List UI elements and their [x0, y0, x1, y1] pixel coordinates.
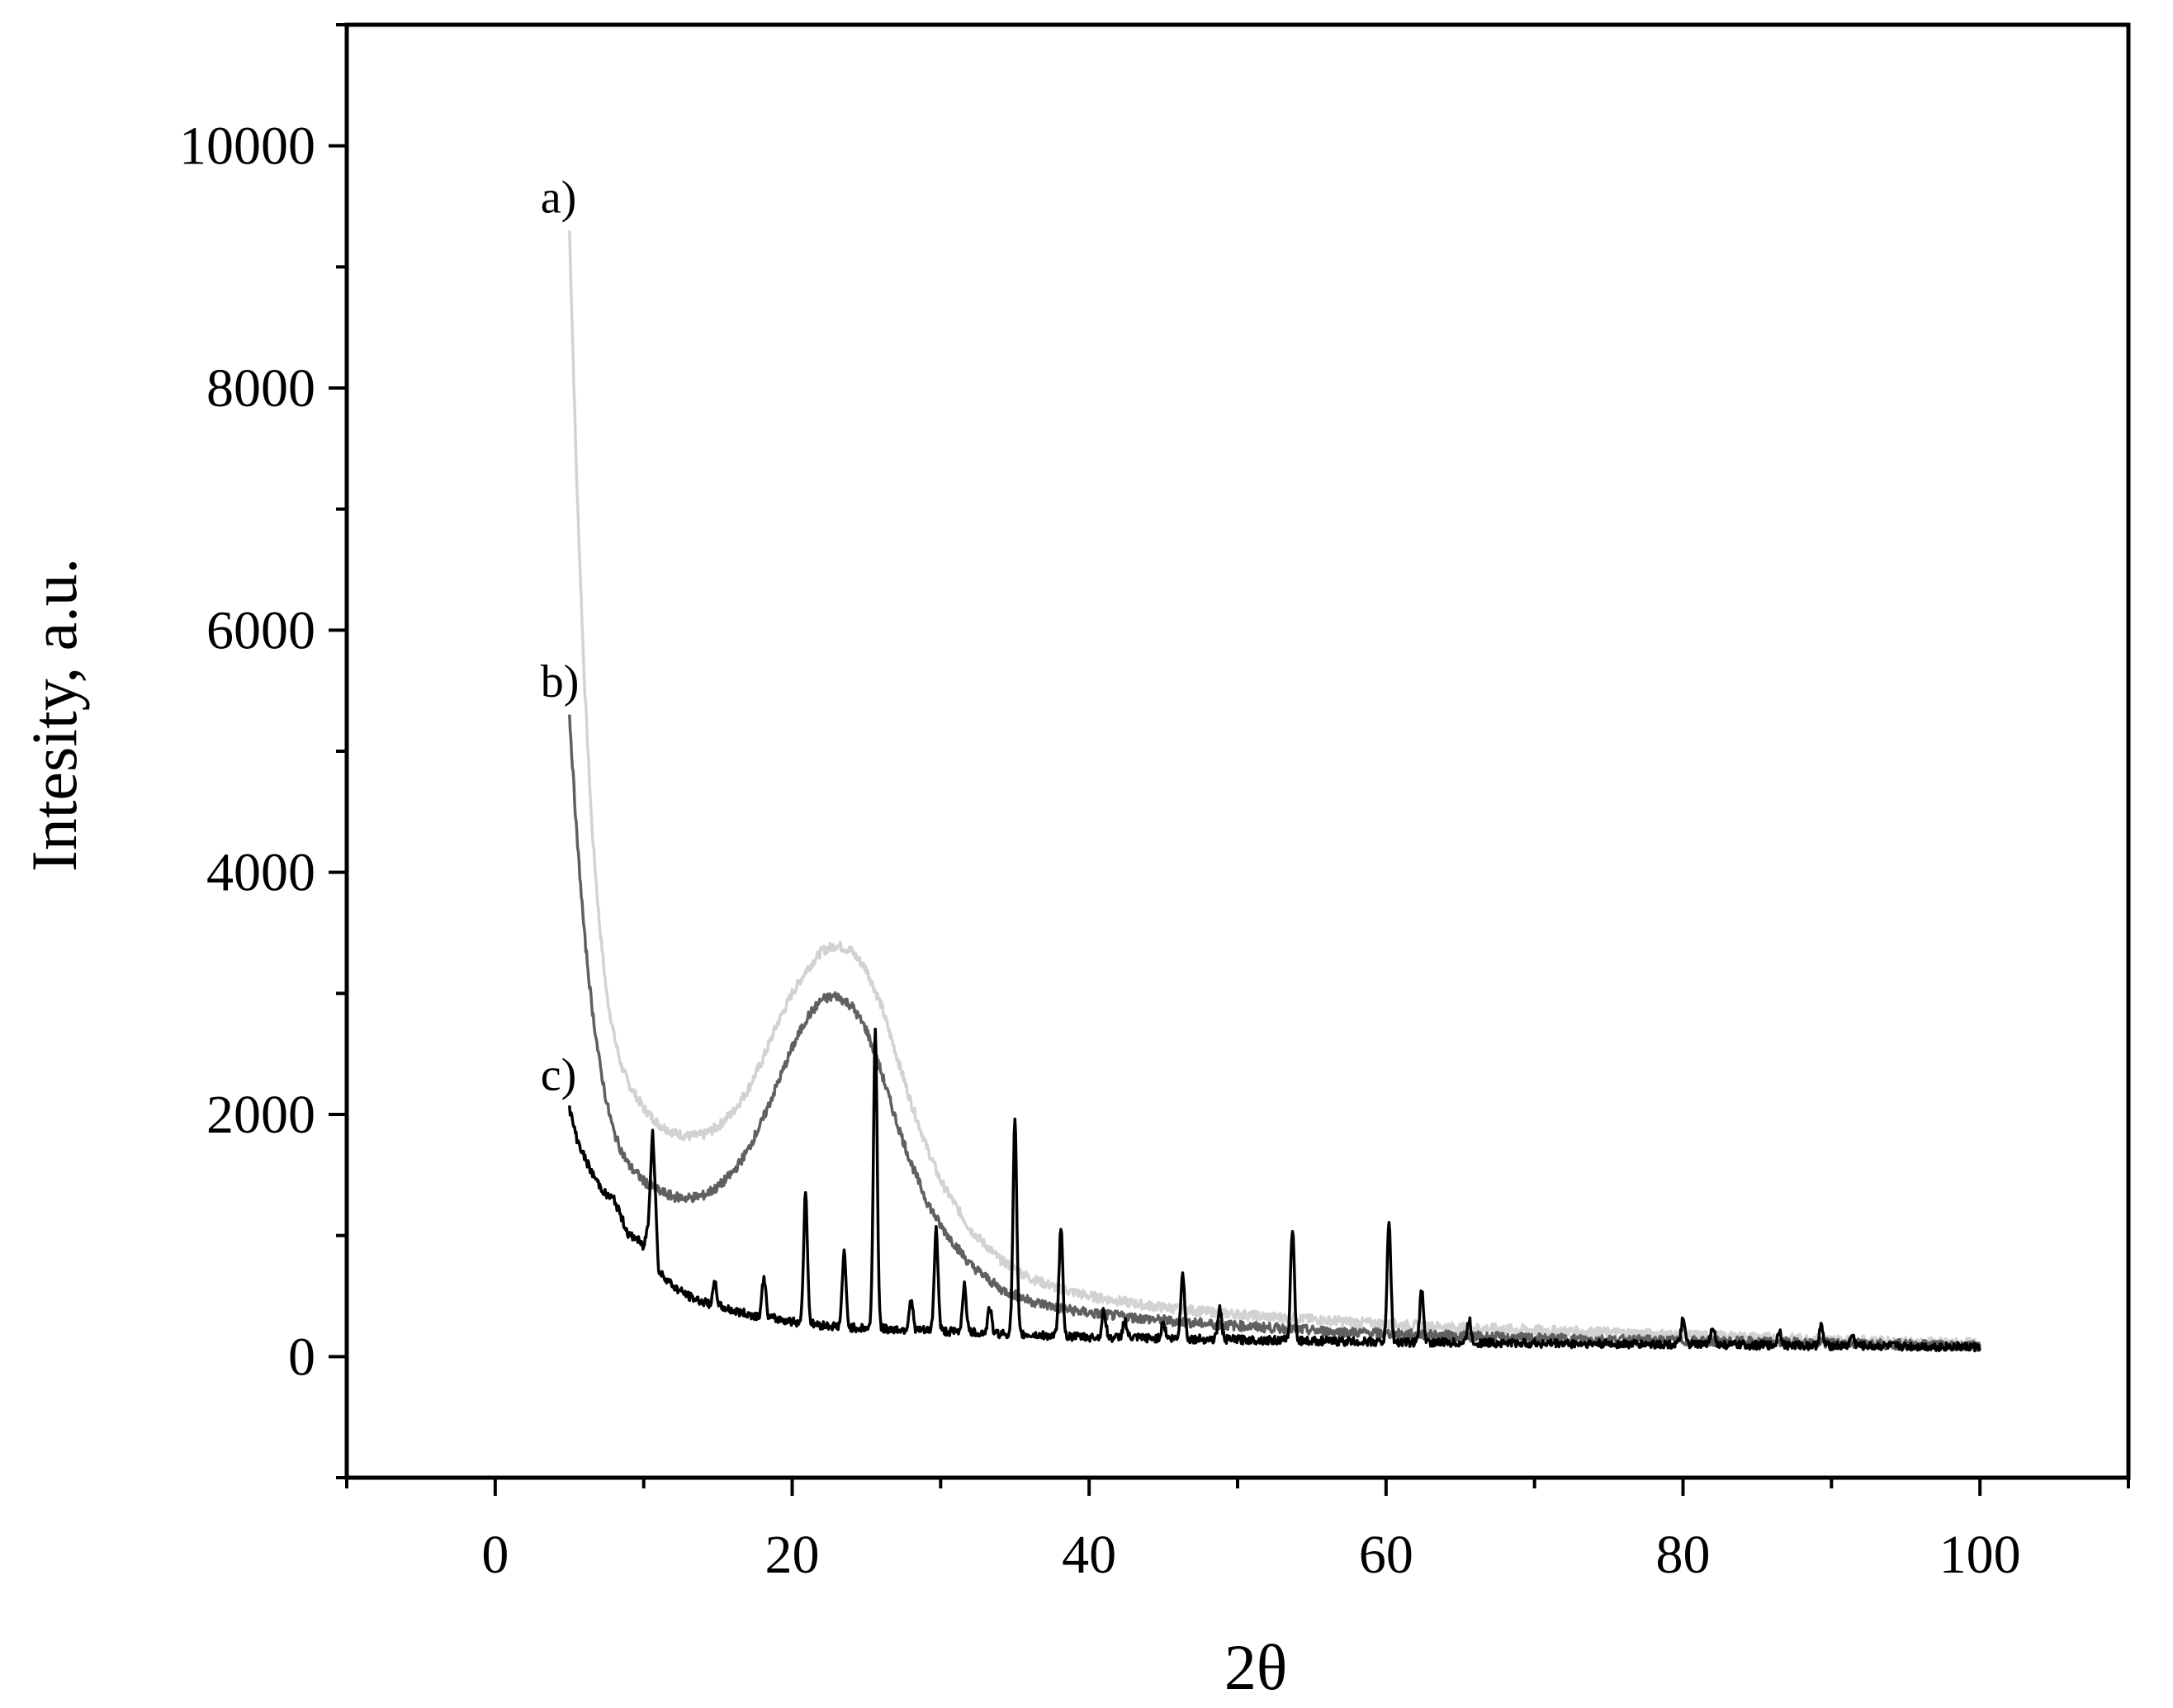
x-tick-label: 100 [1939, 1525, 2021, 1585]
y-tick-label: 10000 [179, 116, 315, 177]
x-tick-label: 0 [481, 1525, 509, 1585]
axes-layer [329, 22, 2131, 1496]
x-tick-label: 60 [1359, 1525, 1413, 1585]
y-tick-label: 8000 [206, 358, 315, 419]
series-label-1: b) [541, 656, 580, 707]
series-layer [568, 230, 1981, 1353]
labels-layer: 0 20 40 60 80 100 0 2000 4000 6000 8000 10000 a) b) c) [179, 116, 2021, 1585]
series-line-2 [568, 1027, 1981, 1353]
x-tick-label: 20 [765, 1525, 820, 1585]
series-label-0: a) [541, 172, 577, 223]
y-tick-label: 6000 [206, 600, 315, 660]
y-axis-title: Intesity, a.u. [18, 558, 90, 873]
y-tick-label: 0 [288, 1327, 315, 1387]
y-tick-label: 4000 [206, 843, 315, 903]
y-tick-label: 2000 [206, 1085, 315, 1145]
x-tick-label: 80 [1656, 1525, 1711, 1585]
series-line-0 [568, 230, 1981, 1350]
x-axis-title: 2θ [1224, 1631, 1287, 1703]
series-label-2: c) [541, 1050, 577, 1101]
x-tick-label: 40 [1062, 1525, 1116, 1585]
